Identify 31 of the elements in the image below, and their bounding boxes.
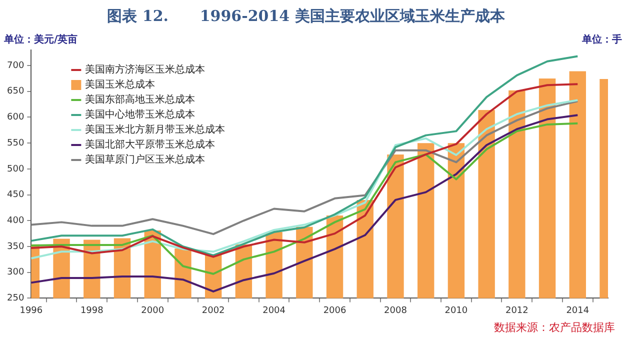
- x-tick-label: 2014: [566, 306, 590, 316]
- source-note: 数据来源：农产品数据库: [494, 321, 615, 334]
- legend-label: 美国东部高地玉米总成本: [85, 94, 196, 106]
- x-tick-label: 2010: [444, 306, 468, 316]
- y-tick-label: 500: [6, 164, 24, 174]
- x-tick-label: 1998: [80, 306, 104, 316]
- x-tick-label: 2002: [202, 306, 225, 316]
- legend-label: 美国中心地带玉米总成本: [85, 108, 196, 121]
- legend-label: 美国南方济海区玉米总成本: [85, 64, 206, 76]
- y-tick-label: 550: [6, 138, 24, 148]
- legend-label: 美国草原门户区玉米总成本: [85, 154, 206, 166]
- y-tick-label: 650: [6, 86, 24, 97]
- y-tick-label: 700: [6, 60, 24, 71]
- x-tick-label: 2012: [505, 306, 528, 316]
- y-axis-title: 单位：美元/英亩: [3, 34, 78, 46]
- legend-label: 美国北部大平原带玉米总成本: [85, 138, 216, 151]
- y-tick-label: 450: [6, 190, 24, 200]
- x-tick-label: 1996: [20, 306, 43, 316]
- y-tick-label: 600: [6, 112, 24, 123]
- chart-title: 图表 12. 1996-2014 美国主要农业区域玉米生产成本: [107, 6, 506, 25]
- x-tick-label: 2008: [384, 306, 408, 316]
- y-tick-label: 300: [6, 268, 24, 278]
- x-tick-label: 2000: [141, 306, 164, 316]
- legend-label: 美国玉米北方新月带玉米总成本: [85, 124, 226, 136]
- text: 单位：手: [581, 34, 622, 46]
- y-tick-label: 250: [6, 294, 24, 304]
- x-tick-label: 2004: [262, 306, 286, 316]
- y-tick-label: 350: [6, 242, 24, 252]
- legend-label: 美国玉米总成本: [85, 78, 156, 91]
- x-tick-label: 2006: [323, 306, 346, 316]
- y-tick-label: 400: [6, 216, 24, 226]
